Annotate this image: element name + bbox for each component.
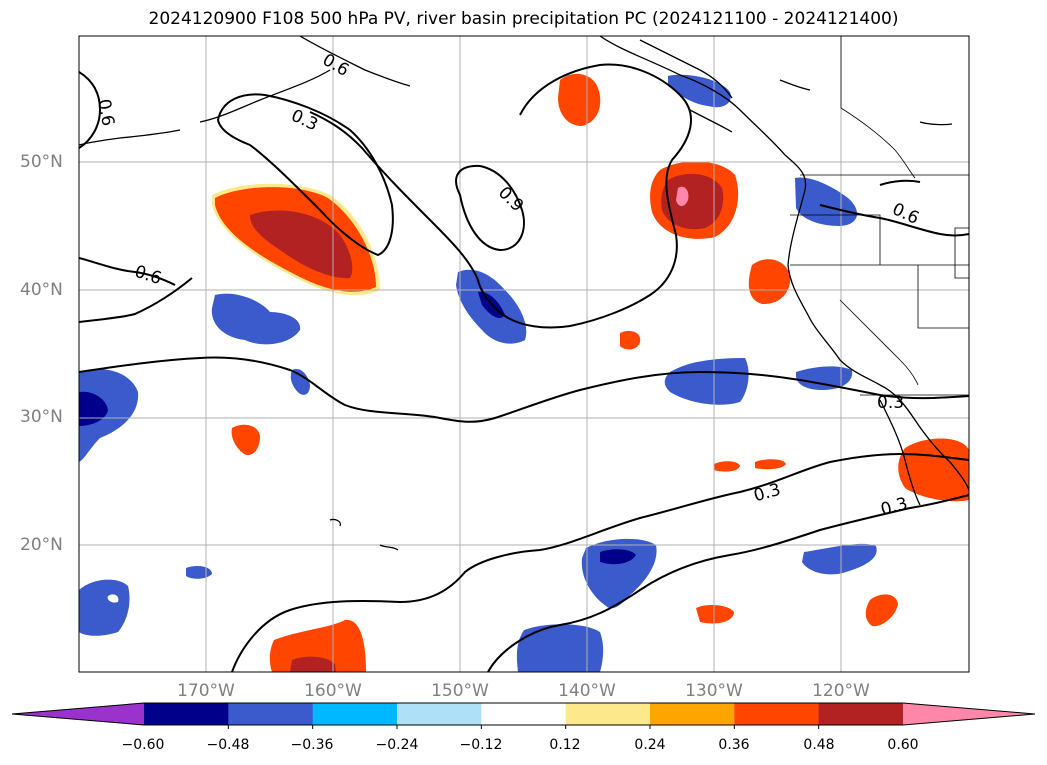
lon-label: 150°W <box>431 681 489 701</box>
colorbar-tick-label: 0.24 <box>634 737 666 753</box>
lon-label: 160°W <box>304 681 362 701</box>
colorbar-tick-label: 0.12 <box>549 737 581 753</box>
lat-label: 20°N <box>20 535 63 555</box>
precip-positive-blob <box>231 424 260 456</box>
map-plot-area <box>79 36 969 672</box>
precip-positive-blob <box>696 604 734 624</box>
colorbar-tick-label: −0.12 <box>459 737 503 753</box>
political-borders <box>790 36 969 396</box>
lat-label: 30°N <box>20 407 63 427</box>
precip-positive-blob <box>755 459 786 470</box>
colorbar-tick-label: 0.36 <box>718 737 750 753</box>
lon-label: 140°W <box>558 681 616 701</box>
lon-label: 130°W <box>685 681 743 701</box>
precip-negative-blob <box>795 177 858 226</box>
colorbar-segment <box>818 703 904 725</box>
precip-positive-blob <box>620 330 641 350</box>
colorbar-outline <box>11 702 1036 726</box>
colorbar-tick-label: 0.48 <box>803 737 835 753</box>
colorbar-segment <box>565 703 651 725</box>
lon-label: 170°W <box>177 681 235 701</box>
precip-positive-blob <box>748 259 791 305</box>
colorbar <box>11 702 1036 729</box>
lat-label: 50°N <box>20 152 63 172</box>
contour-label: 0.3 <box>877 393 904 413</box>
graticule <box>79 36 969 672</box>
precip-negative-blob <box>802 543 877 575</box>
lat-label: 40°N <box>20 280 63 300</box>
colorbar-tick-label: −0.48 <box>206 737 250 753</box>
colorbar-segment <box>481 703 567 725</box>
precip-negative-blob <box>516 624 604 672</box>
colorbar-segment <box>312 703 398 725</box>
precip-shading <box>79 73 969 672</box>
precip-negative-blob <box>211 293 301 345</box>
colorbar-extend-min <box>12 703 144 725</box>
precip-positive-blob <box>269 619 366 672</box>
colorbar-tick-label: −0.60 <box>121 737 165 753</box>
colorbar-extend-max <box>903 703 1035 725</box>
precip-negative-blob <box>79 369 139 462</box>
colorbar-segment <box>397 703 482 725</box>
colorbar-tick-label: −0.36 <box>290 737 334 753</box>
colorbar-segment <box>144 703 229 725</box>
precip-negative-blob <box>796 366 853 390</box>
colorbar-tick-label: 0.60 <box>887 737 919 753</box>
colorbar-segment <box>650 703 735 725</box>
precip-positive-blob <box>558 73 601 126</box>
colorbar-segment <box>734 703 820 725</box>
colorbar-segment <box>228 703 314 725</box>
precip-positive-blob <box>865 594 898 627</box>
contour-label: 0.6 <box>93 98 117 128</box>
lon-label: 120°W <box>812 681 870 701</box>
precip-negative-blob <box>664 358 749 405</box>
map-frame <box>78 35 970 673</box>
pv-contours <box>79 63 969 672</box>
colorbar-tick-label: −0.24 <box>375 737 419 753</box>
precip-negative-blob <box>668 74 731 108</box>
precip-positive-blob <box>714 461 740 472</box>
precip-negative-blob <box>290 368 310 395</box>
coastlines <box>79 36 969 551</box>
precip-negative-blob <box>79 579 130 636</box>
map-title: 2024120900 F108 500 hPa PV, river basin … <box>148 9 899 29</box>
